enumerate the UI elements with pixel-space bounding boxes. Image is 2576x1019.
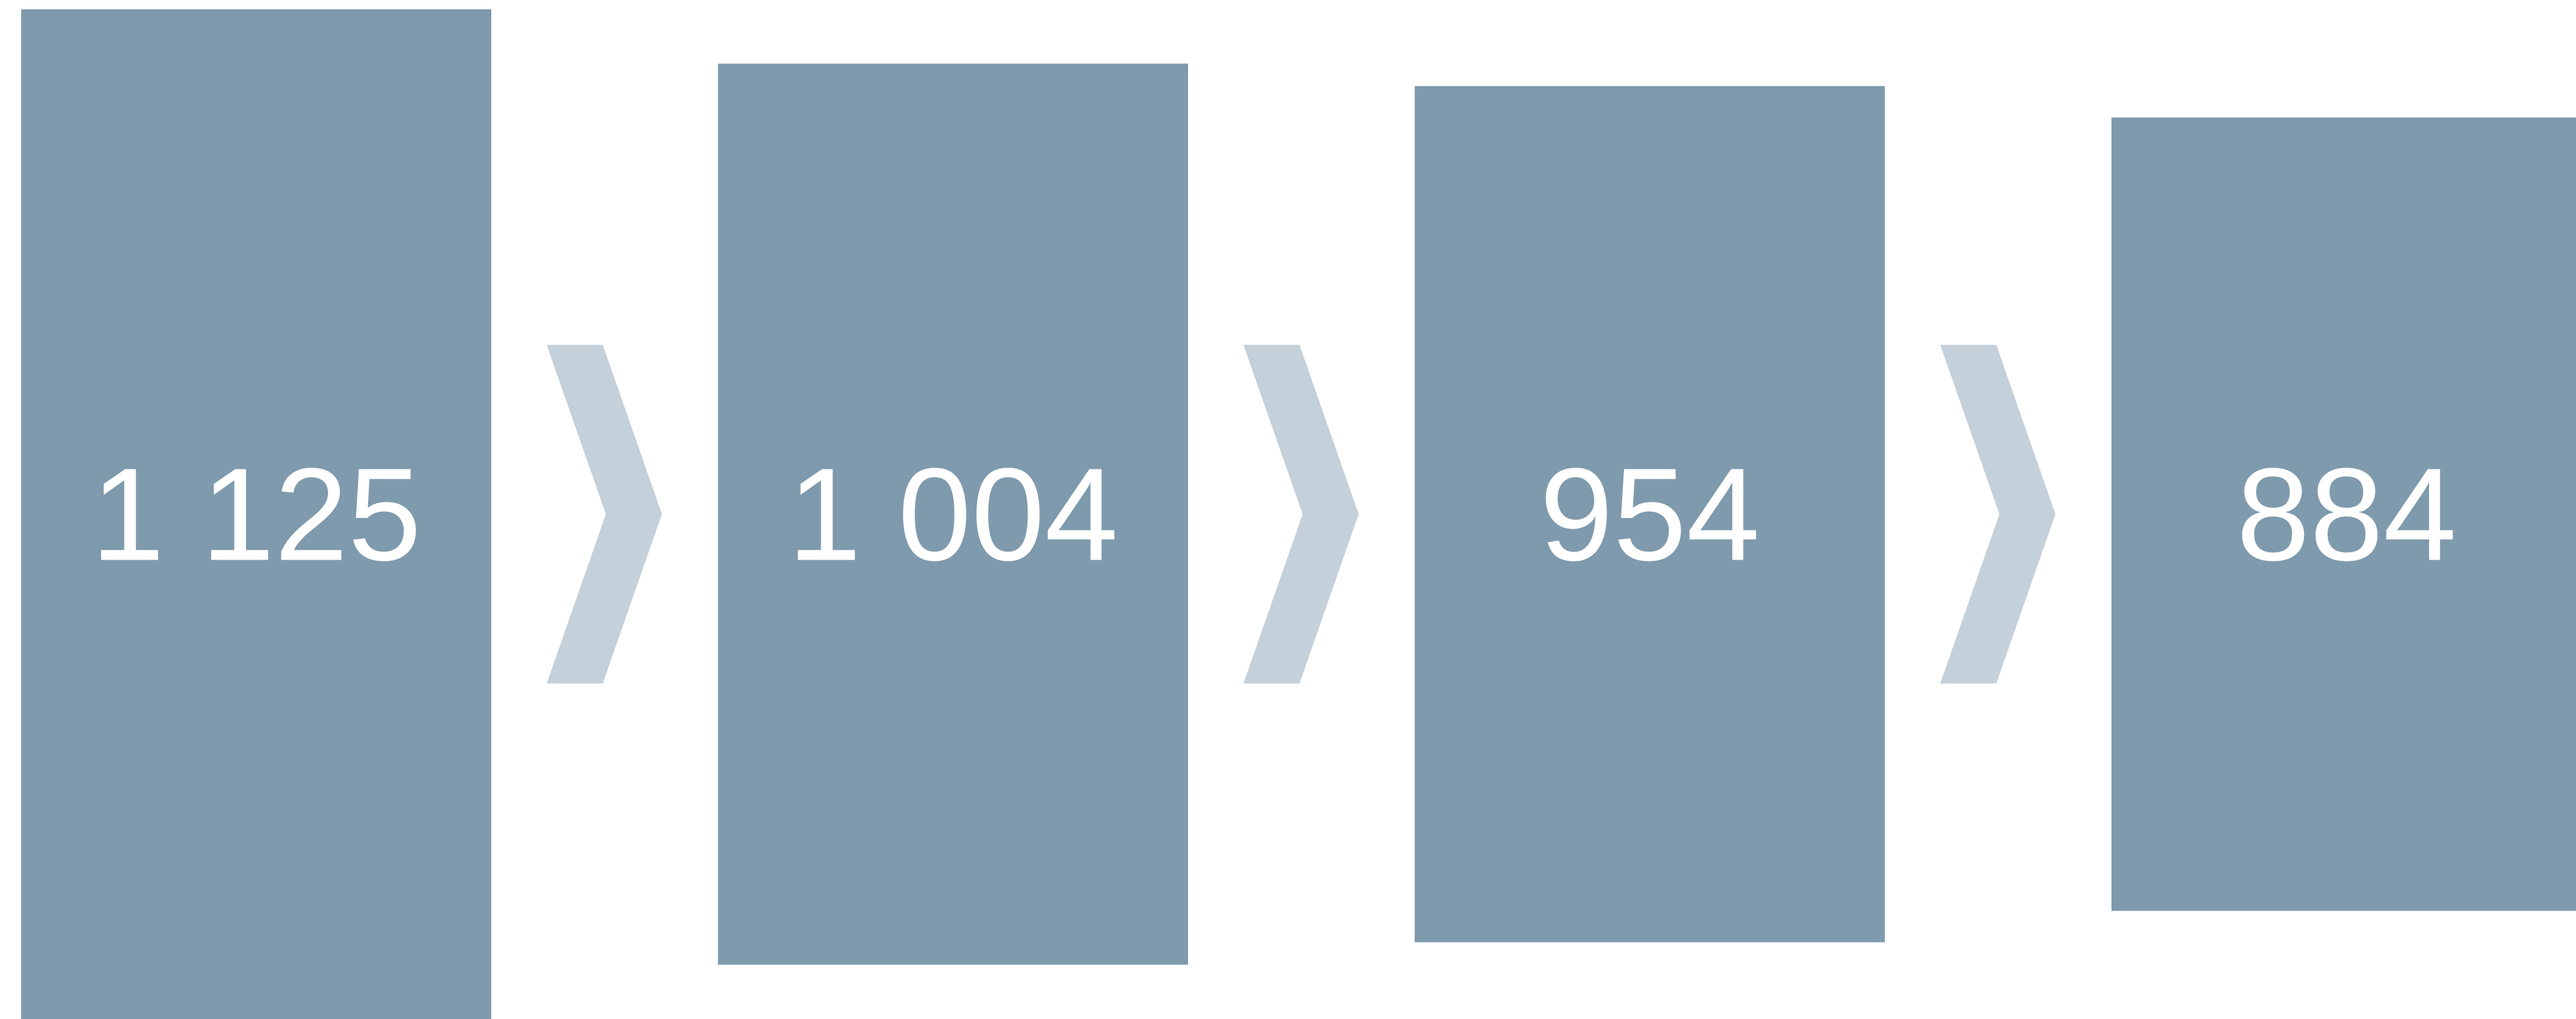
connector-chevron xyxy=(547,345,662,683)
value-label: 1 004 xyxy=(788,441,1118,588)
value-label: 884 xyxy=(2237,441,2457,588)
value-label: 1 125 xyxy=(91,441,422,588)
funnel-bar xyxy=(1415,86,1885,942)
funnel-bar xyxy=(718,63,1188,965)
connector-chevron xyxy=(1940,345,2055,683)
funnel-bar xyxy=(21,9,491,1019)
value-label: 954 xyxy=(1540,441,1760,588)
funnel-bar xyxy=(2111,117,2576,911)
connector-chevron xyxy=(1243,345,1359,683)
